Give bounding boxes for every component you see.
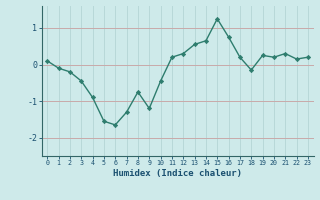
X-axis label: Humidex (Indice chaleur): Humidex (Indice chaleur)	[113, 169, 242, 178]
